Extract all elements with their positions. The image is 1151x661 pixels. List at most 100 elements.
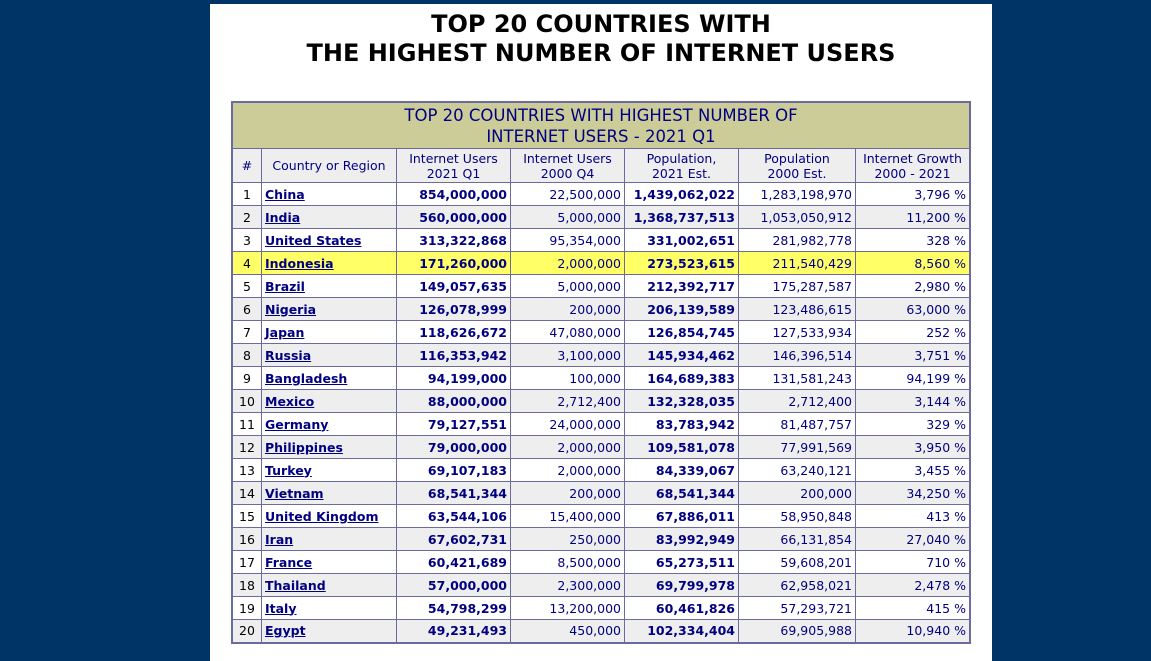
country-cell: Thailand bbox=[261, 573, 397, 597]
table-row: 18 Thailand 57,000,000 2,300,000 69,799,978 6… bbox=[231, 573, 971, 597]
rank-cell: 16 bbox=[231, 527, 262, 551]
rank-cell: 2 bbox=[231, 205, 262, 229]
users-2021-cell: 57,000,000 bbox=[396, 573, 511, 597]
rank-cell: 5 bbox=[231, 274, 262, 298]
country-link[interactable]: Germany bbox=[265, 416, 329, 432]
country-cell: China bbox=[261, 182, 397, 206]
country-cell: Vietnam bbox=[261, 481, 397, 505]
pop-2021-cell: 84,339,067 bbox=[624, 458, 739, 482]
country-link[interactable]: Turkey bbox=[265, 462, 312, 478]
rank-cell: 4 bbox=[231, 251, 262, 275]
pop-2021-cell: 69,799,978 bbox=[624, 573, 739, 597]
pop-2000-cell: 77,991,569 bbox=[738, 435, 856, 459]
users-2000-cell: 2,000,000 bbox=[510, 251, 625, 275]
rank-cell: 12 bbox=[231, 435, 262, 459]
users-2021-cell: 126,078,999 bbox=[396, 297, 511, 321]
users-2021-cell: 854,000,000 bbox=[396, 182, 511, 206]
growth-cell: 11,200 % bbox=[855, 205, 971, 229]
users-2000-cell: 5,000,000 bbox=[510, 274, 625, 298]
users-2021-cell: 69,107,183 bbox=[396, 458, 511, 482]
rank-cell: 6 bbox=[231, 297, 262, 321]
country-link[interactable]: Egypt bbox=[265, 623, 306, 639]
pop-2000-cell: 81,487,757 bbox=[738, 412, 856, 436]
pop-2021-cell: 1,439,062,022 bbox=[624, 182, 739, 206]
country-link[interactable]: Thailand bbox=[265, 577, 326, 593]
table-row: 9 Bangladesh 94,199,000 100,000 164,689,383 1… bbox=[231, 366, 971, 390]
country-cell: Egypt bbox=[261, 619, 397, 643]
pop-2000-cell: 211,540,429 bbox=[738, 251, 856, 275]
table-row: 19 Italy 54,798,299 13,200,000 60,461,826 57,… bbox=[231, 596, 971, 620]
pop-2021-cell: 102,334,404 bbox=[624, 619, 739, 643]
country-link[interactable]: Brazil bbox=[265, 278, 305, 294]
growth-cell: 328 % bbox=[855, 228, 971, 252]
country-link[interactable]: Russia bbox=[265, 347, 312, 363]
country-link[interactable]: Vietnam bbox=[265, 485, 324, 501]
growth-cell: 329 % bbox=[855, 412, 971, 436]
country-link[interactable]: Bangladesh bbox=[265, 370, 348, 386]
pop-2000-cell: 146,396,514 bbox=[738, 343, 856, 367]
rank-cell: 13 bbox=[231, 458, 262, 482]
rank-cell: 14 bbox=[231, 481, 262, 505]
country-cell: Brazil bbox=[261, 274, 397, 298]
users-2000-cell: 2,000,000 bbox=[510, 435, 625, 459]
users-2021-cell: 79,000,000 bbox=[396, 435, 511, 459]
pop-2021-cell: 1,368,737,513 bbox=[624, 205, 739, 229]
country-link[interactable]: United Kingdom bbox=[265, 508, 379, 524]
pop-2021-cell: 206,139,589 bbox=[624, 297, 739, 321]
country-cell: Iran bbox=[261, 527, 397, 551]
country-cell: Turkey bbox=[261, 458, 397, 482]
table-row: 17 France 60,421,689 8,500,000 65,273,511 59,… bbox=[231, 550, 971, 574]
table-row: 16 Iran 67,602,731 250,000 83,992,949 66,131,… bbox=[231, 527, 971, 551]
growth-cell: 252 % bbox=[855, 320, 971, 344]
rank-cell: 7 bbox=[231, 320, 262, 344]
pop-2021-cell: 68,541,344 bbox=[624, 481, 739, 505]
table-row: 2 India 560,000,000 5,000,000 1,368,737,513 1… bbox=[231, 205, 971, 229]
pop-2021-cell: 273,523,615 bbox=[624, 251, 739, 275]
country-link[interactable]: Italy bbox=[265, 600, 297, 616]
country-link[interactable]: Philippines bbox=[265, 439, 343, 455]
pop-2000-cell: 66,131,854 bbox=[738, 527, 856, 551]
users-2000-cell: 22,500,000 bbox=[510, 182, 625, 206]
country-cell: Italy bbox=[261, 596, 397, 620]
table-row: 13 Turkey 69,107,183 2,000,000 84,339,067 63,… bbox=[231, 458, 971, 482]
country-link[interactable]: Iran bbox=[265, 531, 294, 547]
pop-2000-cell: 57,293,721 bbox=[738, 596, 856, 620]
header-country: Country or Region bbox=[261, 148, 397, 183]
country-cell: Mexico bbox=[261, 389, 397, 413]
pop-2000-cell: 1,283,198,970 bbox=[738, 182, 856, 206]
rank-cell: 18 bbox=[231, 573, 262, 597]
users-2000-cell: 2,300,000 bbox=[510, 573, 625, 597]
table-row: 20 Egypt 49,231,493 450,000 102,334,404 69,90… bbox=[231, 619, 971, 643]
users-2021-cell: 68,541,344 bbox=[396, 481, 511, 505]
country-link[interactable]: France bbox=[265, 554, 313, 570]
users-2021-cell: 60,421,689 bbox=[396, 550, 511, 574]
country-link[interactable]: Nigeria bbox=[265, 301, 317, 317]
pop-2021-cell: 126,854,745 bbox=[624, 320, 739, 344]
country-cell: Bangladesh bbox=[261, 366, 397, 390]
users-2021-cell: 149,057,635 bbox=[396, 274, 511, 298]
users-2021-cell: 116,353,942 bbox=[396, 343, 511, 367]
users-2021-cell: 171,260,000 bbox=[396, 251, 511, 275]
country-cell: India bbox=[261, 205, 397, 229]
country-link[interactable]: China bbox=[265, 186, 305, 202]
pop-2021-cell: 145,934,462 bbox=[624, 343, 739, 367]
rank-cell: 3 bbox=[231, 228, 262, 252]
country-cell: United Kingdom bbox=[261, 504, 397, 528]
pop-2021-cell: 65,273,511 bbox=[624, 550, 739, 574]
users-2000-cell: 95,354,000 bbox=[510, 228, 625, 252]
pop-2021-cell: 83,783,942 bbox=[624, 412, 739, 436]
country-link[interactable]: Indonesia bbox=[265, 255, 334, 271]
table-row: 3 United States 313,322,868 95,354,000 331,0… bbox=[231, 228, 971, 252]
country-link[interactable]: India bbox=[265, 209, 301, 225]
growth-cell: 3,796 % bbox=[855, 182, 971, 206]
users-2000-cell: 2,000,000 bbox=[510, 458, 625, 482]
table-caption: TOP 20 COUNTRIES WITH HIGHEST NUMBER OF … bbox=[231, 101, 971, 149]
page-title: TOP 20 COUNTRIES WITH THE HIGHEST NUMBER… bbox=[210, 4, 992, 68]
growth-cell: 2,478 % bbox=[855, 573, 971, 597]
users-2021-cell: 313,322,868 bbox=[396, 228, 511, 252]
country-link[interactable]: Mexico bbox=[265, 393, 315, 409]
country-link[interactable]: United States bbox=[265, 232, 362, 248]
growth-cell: 10,940 % bbox=[855, 619, 971, 643]
country-link[interactable]: Japan bbox=[265, 324, 305, 340]
rank-cell: 10 bbox=[231, 389, 262, 413]
